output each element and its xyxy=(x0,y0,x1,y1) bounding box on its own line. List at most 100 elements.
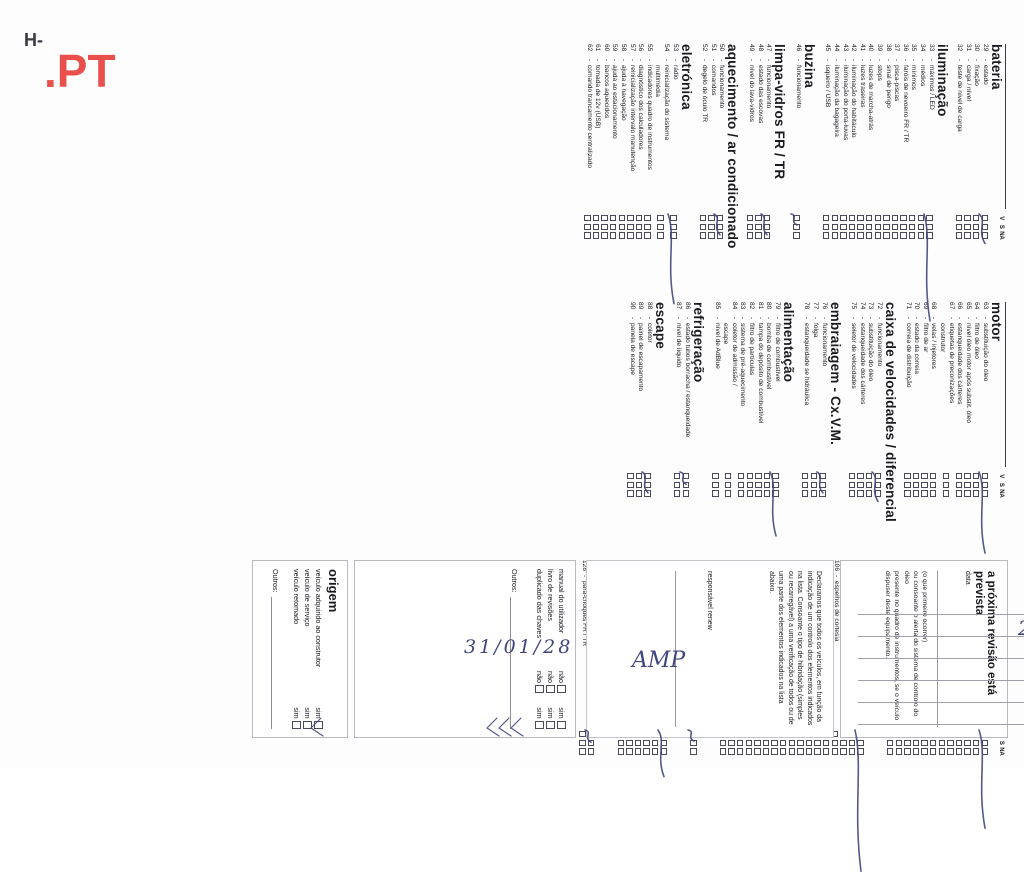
checkbox-na[interactable] xyxy=(779,748,787,755)
option-sim-box[interactable] xyxy=(314,720,323,729)
origem-outros-input[interactable] xyxy=(271,596,280,729)
checkbox-s[interactable] xyxy=(712,481,719,489)
checkbox-na[interactable] xyxy=(587,748,595,755)
checkbox-v[interactable] xyxy=(981,473,988,480)
checkbox-s[interactable] xyxy=(788,739,795,747)
checkbox-row[interactable] xyxy=(763,472,772,498)
ruled-lines-block[interactable] xyxy=(858,600,1024,750)
checkbox-row[interactable] xyxy=(955,214,964,240)
checkbox-row[interactable] xyxy=(822,214,831,240)
checkbox-s[interactable] xyxy=(673,481,681,489)
checkbox-na[interactable] xyxy=(772,490,779,497)
checkbox-v[interactable] xyxy=(627,215,634,222)
checkbox-row[interactable] xyxy=(865,214,874,240)
checkbox-s[interactable] xyxy=(972,223,980,231)
checkbox-matrix-embraiagem[interactable] xyxy=(801,472,827,498)
checkbox-s[interactable] xyxy=(891,223,899,231)
checkbox-row[interactable] xyxy=(600,214,609,240)
checkbox-matrix-limpa-vidros[interactable] xyxy=(745,214,771,240)
checkbox-v[interactable] xyxy=(874,215,881,222)
checkbox-s[interactable] xyxy=(823,223,830,231)
checkbox-na[interactable] xyxy=(673,490,681,497)
checkbox-na[interactable] xyxy=(972,490,980,497)
checkbox-na[interactable] xyxy=(737,490,745,497)
checkbox-na[interactable] xyxy=(848,490,856,497)
checkbox-na[interactable] xyxy=(725,490,732,497)
option-nao[interactable]: não xyxy=(535,671,544,694)
checkbox-s[interactable] xyxy=(840,223,847,231)
checkbox-matrix-buzina[interactable] xyxy=(792,214,801,240)
checkbox-row[interactable] xyxy=(908,214,917,240)
checkbox-s[interactable] xyxy=(797,739,804,747)
checkbox-s[interactable] xyxy=(964,223,971,231)
checkbox-v[interactable] xyxy=(763,215,771,222)
checkbox-na[interactable] xyxy=(762,748,770,755)
checkbox-s[interactable] xyxy=(737,481,745,489)
checkbox-na[interactable] xyxy=(908,232,916,239)
checkbox-row[interactable] xyxy=(856,214,865,240)
checkbox-na[interactable] xyxy=(745,748,752,755)
checkbox-na[interactable] xyxy=(814,748,821,755)
checkbox-v[interactable] xyxy=(819,473,826,480)
option-nao-box[interactable] xyxy=(535,685,544,694)
checkbox-s[interactable] xyxy=(822,739,830,747)
checkbox-matrix-eletronica[interactable] xyxy=(583,214,678,240)
checkbox-v[interactable] xyxy=(840,215,847,222)
checkbox-na[interactable] xyxy=(840,748,847,755)
checkbox-na[interactable] xyxy=(643,748,650,755)
checkbox-s[interactable] xyxy=(929,481,937,489)
checkbox-v[interactable] xyxy=(618,215,625,222)
checkbox-na[interactable] xyxy=(627,232,634,239)
option-sim-box[interactable] xyxy=(546,720,555,729)
checkbox-na[interactable] xyxy=(592,232,600,239)
checkbox-v[interactable] xyxy=(810,473,817,480)
checkbox-v[interactable] xyxy=(725,473,732,480)
checkbox-v[interactable] xyxy=(848,473,856,480)
checkbox-s[interactable] xyxy=(762,739,770,747)
checkbox-v[interactable] xyxy=(831,215,838,222)
checkbox-na[interactable] xyxy=(651,748,659,755)
checkbox-row[interactable] xyxy=(626,472,635,498)
checkbox-na[interactable] xyxy=(618,232,625,239)
checkbox-v[interactable] xyxy=(891,215,899,222)
checkbox-v[interactable] xyxy=(964,215,971,222)
checkbox-s[interactable] xyxy=(772,481,779,489)
checkbox-matrix-escape[interactable] xyxy=(626,472,652,498)
checkbox-s[interactable] xyxy=(755,481,762,489)
checkbox-s[interactable] xyxy=(644,481,651,489)
checkbox-s[interactable] xyxy=(690,739,697,747)
checkbox-s[interactable] xyxy=(805,739,813,747)
checkbox-s[interactable] xyxy=(617,739,624,747)
checkbox-s[interactable] xyxy=(779,739,787,747)
checkbox-row[interactable] xyxy=(737,472,746,498)
checkbox-s[interactable] xyxy=(627,223,634,231)
checkbox-na[interactable] xyxy=(891,232,899,239)
checkbox-s[interactable] xyxy=(921,481,928,489)
checkbox-v[interactable] xyxy=(627,473,634,480)
checkbox-v[interactable] xyxy=(865,215,873,222)
checkbox-s[interactable] xyxy=(657,223,664,231)
checkbox-na[interactable] xyxy=(728,748,735,755)
checkbox-s[interactable] xyxy=(651,739,659,747)
checkbox-v[interactable] xyxy=(942,473,950,480)
checkbox-v[interactable] xyxy=(699,215,707,222)
checkbox-row[interactable] xyxy=(972,214,981,240)
checkbox-na[interactable] xyxy=(635,490,643,497)
checkbox-row[interactable] xyxy=(583,214,592,240)
checkbox-v[interactable] xyxy=(673,473,681,480)
checkbox-s[interactable] xyxy=(848,739,856,747)
checkbox-v[interactable] xyxy=(926,215,933,222)
checkbox-row[interactable] xyxy=(980,214,989,240)
checkbox-s[interactable] xyxy=(670,223,677,231)
checkbox-v[interactable] xyxy=(772,473,779,480)
checkbox-s[interactable] xyxy=(763,481,771,489)
checkbox-matrix-bateria[interactable] xyxy=(955,214,989,240)
checkbox-na[interactable] xyxy=(917,232,924,239)
checkbox-row[interactable] xyxy=(681,472,690,498)
checkbox-na[interactable] xyxy=(848,748,856,755)
checkbox-row[interactable] xyxy=(643,214,652,240)
checkbox-s[interactable] xyxy=(601,223,608,231)
checkbox-s[interactable] xyxy=(755,223,762,231)
checkbox-v[interactable] xyxy=(874,473,881,480)
checkbox-na[interactable] xyxy=(617,748,624,755)
